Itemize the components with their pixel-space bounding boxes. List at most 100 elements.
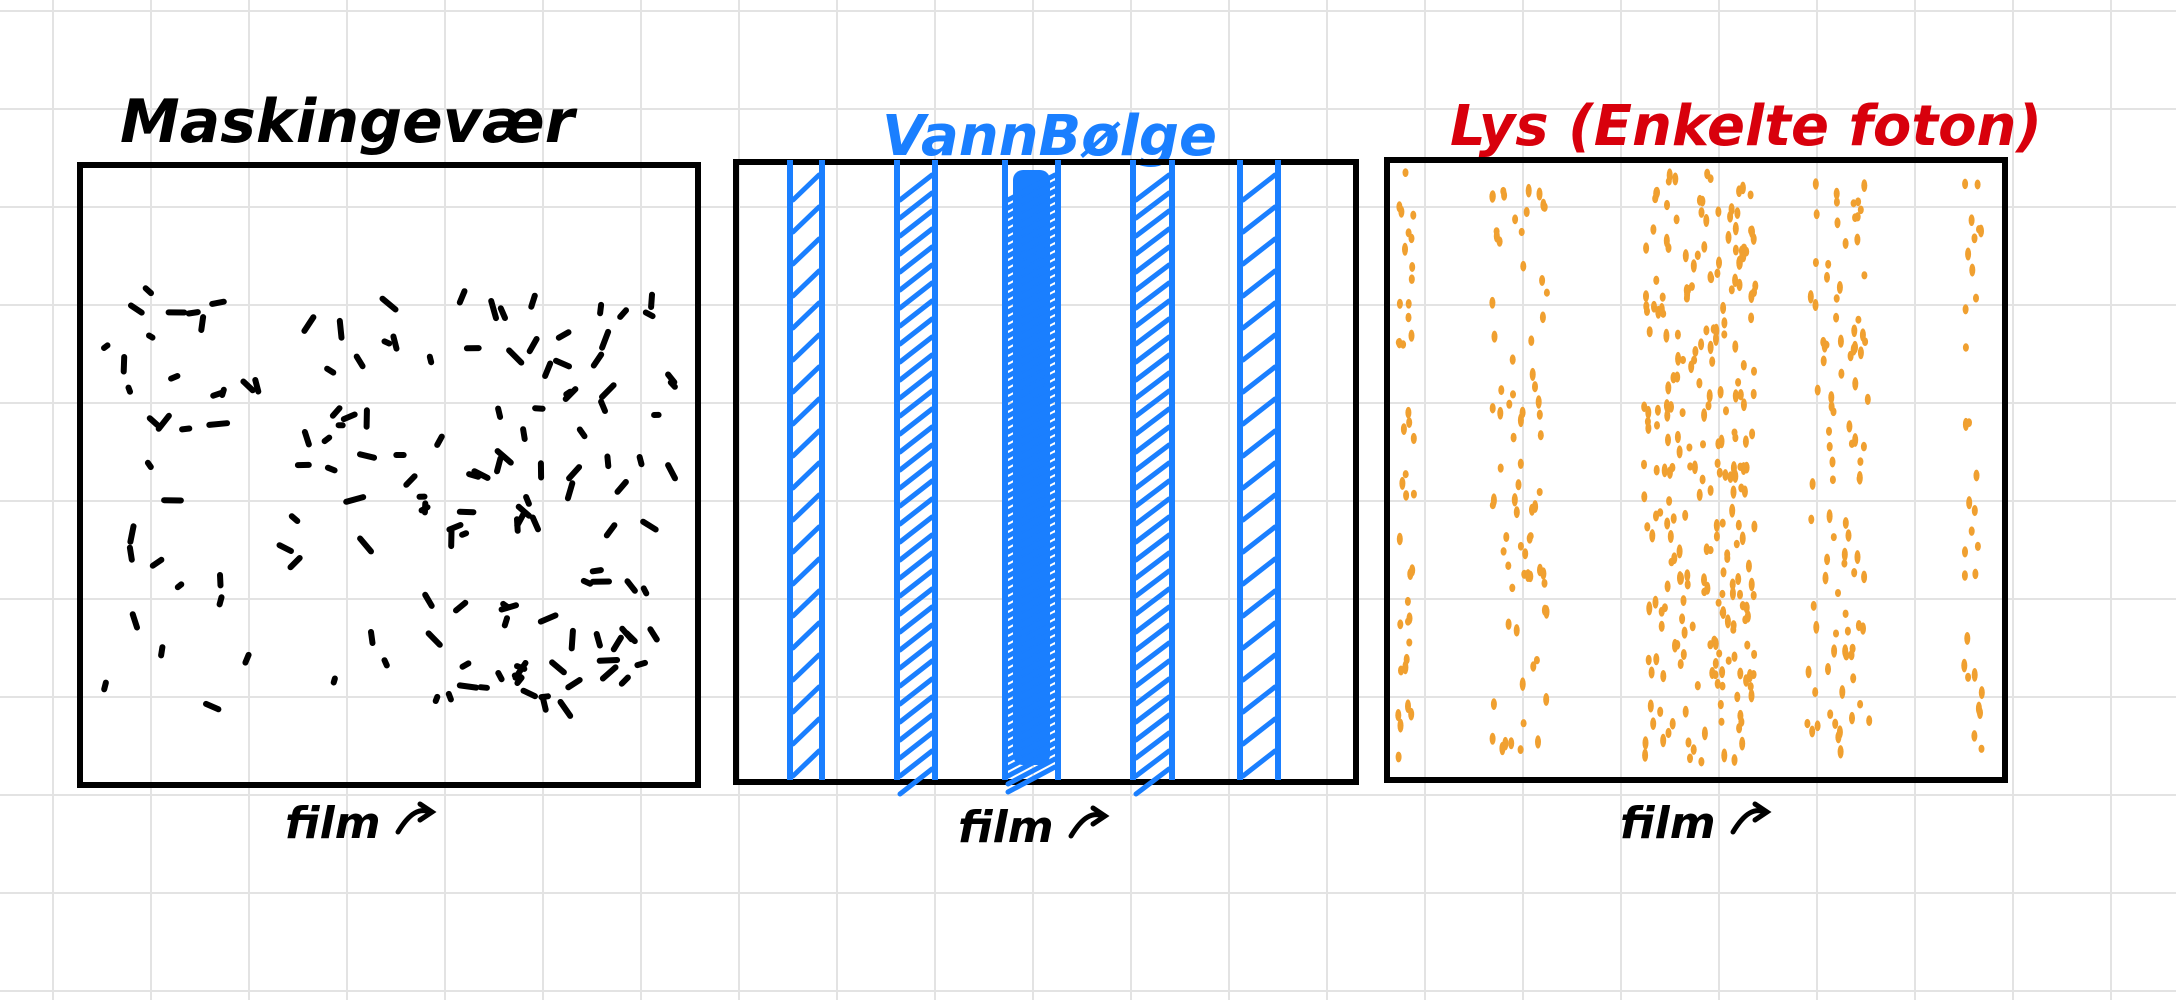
photon-impacts — [1395, 168, 1985, 767]
photon-mark — [1732, 221, 1739, 236]
photon-mark — [1642, 748, 1649, 762]
photon-mark — [1489, 501, 1496, 510]
photon-mark — [1824, 271, 1830, 283]
photon-mark — [1724, 614, 1731, 629]
photon-mark — [1402, 168, 1409, 177]
bullet-mark — [610, 634, 624, 653]
photon-mark — [1825, 663, 1831, 676]
photon-mark — [1742, 435, 1749, 448]
photon-mark — [1396, 532, 1403, 546]
bullet-mark — [288, 513, 301, 524]
photon-mark — [1813, 620, 1820, 634]
photon-mark — [1701, 408, 1708, 422]
photon-mark — [1660, 733, 1667, 748]
bullet-mark — [336, 317, 345, 341]
photon-mark — [1857, 346, 1864, 360]
photon-mark — [1520, 719, 1527, 728]
photon-mark — [1842, 609, 1849, 619]
photon-mark — [1647, 699, 1654, 713]
photon-mark — [1732, 340, 1739, 353]
photon-mark — [1846, 420, 1853, 433]
photon-mark — [1698, 756, 1705, 767]
bullet-mark — [526, 336, 540, 355]
photon-mark — [1396, 298, 1403, 309]
photon-mark — [1395, 751, 1402, 763]
photon-mark — [1737, 709, 1744, 722]
photon-mark — [1490, 698, 1497, 710]
photon-mark — [1830, 533, 1837, 542]
bullet-mark — [596, 657, 621, 664]
photon-mark — [1500, 547, 1507, 556]
photon-mark — [1650, 224, 1657, 235]
photon-mark — [1515, 479, 1522, 491]
photon-mark — [1405, 312, 1412, 323]
bullet-mark — [553, 357, 572, 370]
photon-mark — [1665, 433, 1671, 447]
photon-mark — [1701, 726, 1708, 741]
wave-band — [1237, 160, 1281, 780]
photon-mark — [1397, 619, 1404, 630]
photon-mark — [1715, 206, 1722, 218]
photon-mark — [1832, 718, 1839, 729]
photon-mark — [1966, 496, 1973, 510]
bullet-mark — [563, 388, 574, 398]
photon-mark — [1744, 640, 1751, 650]
bullet-mark — [580, 577, 594, 587]
photon-mark — [1965, 672, 1972, 682]
photon-mark — [1535, 735, 1541, 749]
photon-mark — [1696, 194, 1703, 206]
photon-mark — [1740, 360, 1747, 371]
photon-mark — [1964, 631, 1971, 645]
photon-mark — [1529, 367, 1536, 381]
photon-mark — [1701, 573, 1707, 587]
bullet-mark — [340, 411, 358, 423]
curved-arrow-icon — [1730, 801, 1772, 835]
photon-mark — [1510, 390, 1516, 399]
photon-mark — [1520, 260, 1527, 272]
caption-label: film — [1620, 798, 1716, 849]
photon-mark — [1822, 571, 1829, 585]
photon-mark — [1741, 243, 1747, 253]
bullet-mark — [501, 615, 510, 629]
curved-arrow-icon — [1068, 805, 1110, 839]
photon-mark — [1827, 709, 1834, 720]
photon-mark — [1748, 577, 1755, 592]
photon-mark — [1735, 377, 1742, 387]
photon-mark — [1833, 629, 1839, 638]
photon-mark — [1658, 620, 1665, 632]
photon-mark — [1732, 469, 1739, 483]
photon-mark — [1682, 249, 1689, 263]
photon-mark — [1820, 355, 1827, 367]
photon-mark — [1833, 294, 1840, 303]
bullet-mark — [445, 690, 454, 703]
photon-mark — [1673, 214, 1680, 225]
photon-mark — [1855, 197, 1862, 207]
photon-mark — [1861, 570, 1868, 584]
bullet-mark — [557, 699, 574, 719]
photon-mark — [1691, 460, 1698, 475]
photon-mark — [1740, 602, 1747, 611]
photon-mark — [1676, 445, 1683, 459]
photon-mark — [1850, 199, 1857, 208]
photon-mark — [1664, 409, 1671, 422]
bullet-mark — [514, 516, 521, 534]
bullet-mark — [665, 462, 678, 482]
photon-mark — [1670, 513, 1677, 524]
photon-mark — [1717, 385, 1724, 399]
photon-mark — [1749, 428, 1756, 440]
photon-mark — [1847, 350, 1854, 362]
bullet-mark — [618, 674, 631, 687]
photon-mark — [1653, 653, 1660, 666]
photon-mark — [1694, 681, 1701, 691]
bullet-mark — [512, 660, 529, 681]
photon-mark — [1712, 637, 1719, 650]
photon-mark — [1523, 206, 1530, 218]
photon-mark — [1715, 598, 1722, 607]
photon-mark — [1828, 401, 1835, 412]
photon-mark — [1526, 533, 1533, 544]
photon-mark — [1978, 686, 1985, 700]
photon-mark — [1665, 727, 1672, 739]
photon-mark — [1683, 284, 1690, 297]
bullet-mark — [456, 288, 468, 306]
photon-mark — [1659, 292, 1666, 302]
